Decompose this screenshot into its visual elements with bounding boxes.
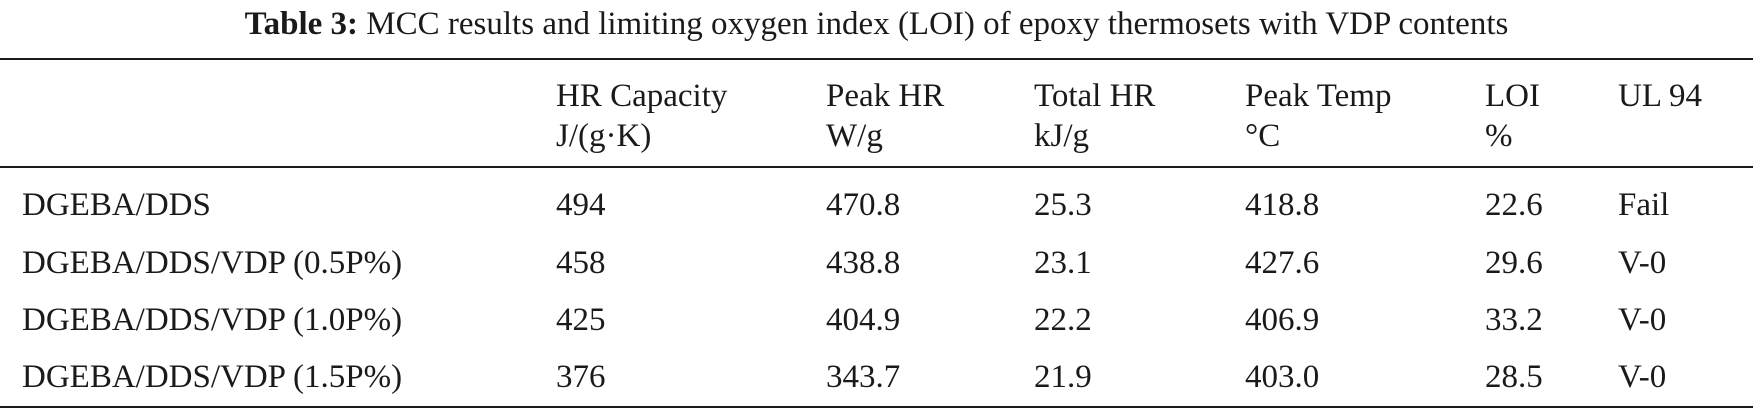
row-label: DGEBA/DDS/VDP (1.5P%) (22, 359, 403, 395)
table-header-rule (0, 166, 1753, 168)
cell-peak-hr: 470.8 (826, 187, 901, 223)
cell-hr-capacity: 376 (556, 359, 606, 395)
cell-peak-hr: 343.7 (826, 359, 901, 395)
cell-loi: 33.2 (1485, 302, 1543, 338)
cell-peak-hr: 404.9 (826, 302, 901, 338)
column-header-name: LOI (1485, 78, 1540, 114)
cell-ul94: V-0 (1618, 302, 1667, 338)
cell-ul94: Fail (1618, 187, 1670, 223)
column-header-name: Peak HR (826, 78, 945, 114)
table-row: DGEBA/DDS/VDP (1.0P%) 425 404.9 22.2 406… (0, 300, 1753, 358)
table-row: DGEBA/DDS 494 470.8 25.3 418.8 22.6 Fail (0, 185, 1753, 243)
cell-ul94: V-0 (1618, 245, 1667, 281)
cell-total-hr: 25.3 (1034, 187, 1092, 223)
column-header-unit: W/g (826, 118, 883, 154)
table-top-rule (0, 58, 1753, 60)
table-caption-text: MCC results and limiting oxygen index (L… (366, 6, 1509, 42)
column-header-hr-capacity: HR Capacity J/(g·K) (556, 76, 727, 156)
column-header-peak-hr: Peak HR W/g (826, 76, 944, 156)
cell-peak-temp: 403.0 (1245, 359, 1320, 395)
column-header-name: HR Capacity (556, 78, 728, 114)
cell-peak-temp: 406.9 (1245, 302, 1320, 338)
cell-loi: 28.5 (1485, 359, 1543, 395)
table-bottom-rule (0, 406, 1753, 408)
cell-hr-capacity: 458 (556, 245, 606, 281)
table-caption-label: Table 3: (244, 6, 359, 42)
cell-peak-temp: 418.8 (1245, 187, 1320, 223)
column-header-name: UL 94 (1618, 78, 1703, 114)
column-header-unit: kJ/g (1034, 118, 1090, 154)
row-label: DGEBA/DDS/VDP (1.0P%) (22, 302, 403, 338)
cell-peak-hr: 438.8 (826, 245, 901, 281)
cell-total-hr: 21.9 (1034, 359, 1092, 395)
cell-total-hr: 22.2 (1034, 302, 1092, 338)
cell-hr-capacity: 494 (556, 187, 606, 223)
cell-total-hr: 23.1 (1034, 245, 1092, 281)
row-label: DGEBA/DDS/VDP (0.5P%) (22, 245, 403, 281)
column-header-unit: % (1485, 118, 1513, 154)
column-header-loi: LOI % (1485, 76, 1540, 156)
cell-loi: 29.6 (1485, 245, 1543, 281)
column-header-name: Peak Temp (1245, 78, 1392, 114)
table-row: DGEBA/DDS/VDP (1.5P%) 376 343.7 21.9 403… (0, 357, 1753, 415)
column-header-total-hr: Total HR kJ/g (1034, 76, 1155, 156)
cell-hr-capacity: 425 (556, 302, 606, 338)
row-label: DGEBA/DDS (22, 187, 211, 223)
cell-ul94: V-0 (1618, 359, 1667, 395)
table-row: DGEBA/DDS/VDP (0.5P%) 458 438.8 23.1 427… (0, 243, 1753, 301)
column-header-unit: °C (1245, 118, 1281, 154)
cell-peak-temp: 427.6 (1245, 245, 1320, 281)
table-caption: Table 3: MCC results and limiting oxygen… (0, 0, 1753, 56)
column-header-peak-temp: Peak Temp °C (1245, 76, 1391, 156)
cell-loi: 22.6 (1485, 187, 1543, 223)
column-header-name: Total HR (1034, 78, 1156, 114)
column-header-ul94: UL 94 (1618, 76, 1702, 116)
column-header-unit: J/(g·K) (556, 118, 652, 154)
